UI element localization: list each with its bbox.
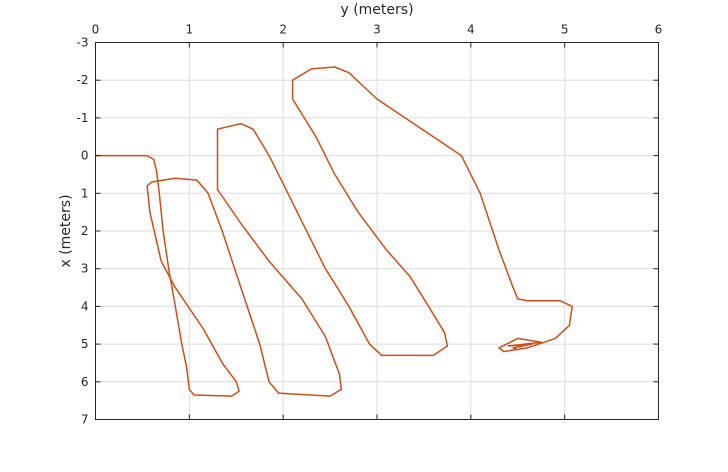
y-tick-label: -1 (77, 111, 89, 125)
y-tick-label: 0 (81, 149, 89, 163)
x-tick-label: 2 (279, 23, 287, 37)
x-tick-label: 6 (655, 23, 663, 37)
y-axis-label: x (meters) (58, 194, 74, 267)
y-tick-label: 7 (81, 413, 89, 427)
x-tick-label: 4 (467, 23, 475, 37)
x-tick-label: 0 (92, 23, 100, 37)
x-tick-labels: 0 1 2 3 4 5 6 (92, 23, 663, 37)
x-axis-label: y (meters) (340, 2, 413, 18)
plot-area (94, 66, 573, 397)
x-tick-label: 5 (561, 23, 569, 37)
y-tick-label: 3 (81, 262, 89, 276)
tick-marks (95, 42, 659, 420)
grid-lines (95, 42, 659, 420)
x-tick-label: 3 (373, 23, 381, 37)
y-tick-label: -3 (77, 36, 89, 50)
y-tick-label: -2 (77, 73, 89, 87)
trajectory-line (94, 66, 573, 397)
y-tick-label: 2 (81, 224, 89, 238)
y-tick-labels: -3 -2 -1 0 1 2 3 4 5 6 7 (77, 36, 89, 427)
y-tick-label: 4 (81, 299, 89, 313)
x-tick-label: 1 (186, 23, 194, 37)
y-tick-label: 5 (81, 337, 89, 351)
y-tick-label: 6 (81, 375, 89, 389)
y-tick-label: 1 (81, 186, 89, 200)
